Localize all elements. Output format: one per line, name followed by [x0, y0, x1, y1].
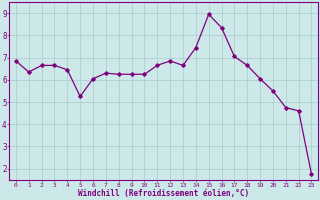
X-axis label: Windchill (Refroidissement éolien,°C): Windchill (Refroidissement éolien,°C): [78, 189, 249, 198]
